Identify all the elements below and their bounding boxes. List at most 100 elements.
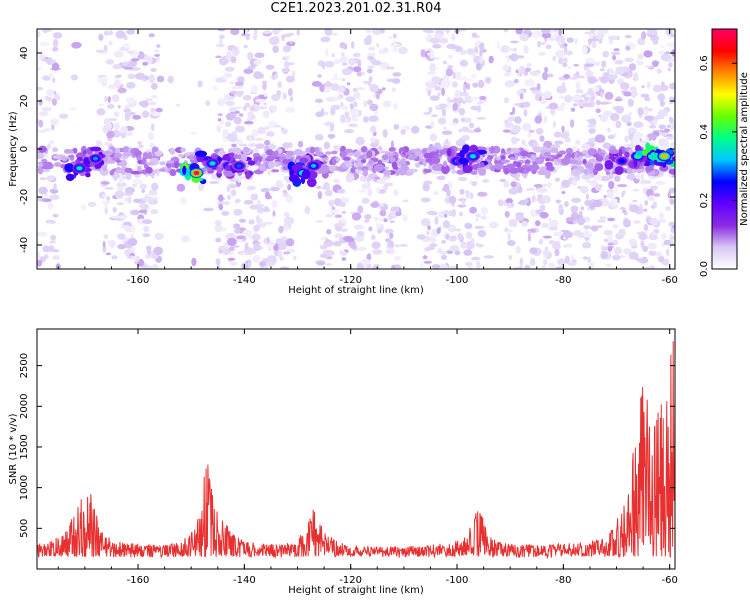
heatmap-cell — [447, 96, 451, 103]
heatmap-cell — [257, 199, 261, 205]
heatmap-peak-cell — [85, 172, 91, 178]
heatmap-cell — [527, 233, 532, 242]
snr-x-axis: -160 -140 -120 -100 -80 -60 — [57, 329, 678, 586]
heatmap-cell — [470, 170, 478, 175]
snr-x-tick-label: -160 — [127, 575, 150, 586]
heatmap-cell — [217, 118, 222, 122]
heatmap-cell — [329, 123, 335, 132]
heatmap-cell — [151, 263, 159, 269]
heatmap-cell — [119, 159, 127, 167]
heatmap-cell — [218, 57, 229, 66]
heatmap-cell — [282, 166, 289, 171]
heatmap-cell — [558, 29, 562, 36]
heatmap-cell — [67, 155, 75, 158]
heatmap-cell — [452, 118, 459, 124]
heatmap-y-tick-label: 40 — [19, 47, 30, 60]
snr-x-tick-label: -140 — [233, 575, 256, 586]
heatmap-peak-cell — [614, 166, 624, 175]
heatmap-cell — [645, 136, 650, 144]
heatmap-cell — [230, 189, 237, 197]
heatmap-cell — [393, 256, 402, 261]
heatmap-peak-cell — [624, 151, 630, 158]
heatmap-cell — [106, 31, 114, 36]
heatmap-cell — [463, 84, 467, 93]
heatmap-cell — [633, 188, 639, 192]
heatmap-cell — [439, 250, 448, 255]
heatmap-cell — [313, 146, 320, 153]
heatmap-cell — [341, 52, 345, 57]
colorbar-tick-label: 0.4 — [699, 124, 710, 140]
heatmap-cell — [325, 238, 329, 242]
heatmap-cell — [98, 103, 104, 107]
heatmap-cell — [558, 95, 564, 100]
heatmap-cell — [622, 248, 632, 255]
heatmap-cell — [548, 102, 558, 110]
heatmap-cell — [600, 251, 608, 260]
heatmap-cell — [37, 67, 42, 71]
heatmap-cell — [281, 128, 288, 135]
heatmap-cell — [591, 96, 595, 102]
heatmap-cell — [582, 158, 587, 165]
heatmap-cell — [215, 55, 222, 59]
heatmap-cell — [400, 163, 408, 169]
heatmap-cell — [556, 85, 567, 94]
heatmap-cell — [430, 234, 437, 238]
heatmap-cell — [151, 198, 158, 203]
heatmap-cell — [234, 228, 241, 234]
heatmap-cell — [660, 233, 667, 240]
heatmap-cell — [646, 81, 651, 90]
heatmap-cell — [243, 120, 254, 125]
heatmap-cell — [159, 168, 166, 172]
heatmap-cell — [612, 239, 619, 246]
heatmap-cell — [606, 74, 618, 80]
heatmap-cell — [379, 209, 387, 217]
heatmap-cell — [39, 42, 50, 47]
heatmap-cell — [593, 174, 603, 181]
heatmap-cell — [562, 62, 568, 68]
heatmap-cell — [561, 179, 571, 189]
heatmap-cell — [340, 114, 346, 123]
heatmap-cell — [589, 33, 594, 39]
heatmap-cell — [53, 183, 57, 191]
heatmap-cell — [317, 74, 322, 78]
heatmap-cell — [541, 32, 552, 39]
heatmap-cell — [647, 29, 658, 36]
heatmap-peak-cell — [635, 144, 642, 152]
heatmap-cell — [367, 188, 373, 197]
heatmap-cell — [547, 181, 552, 189]
heatmap-cell — [488, 55, 494, 64]
heatmap-cell — [563, 57, 568, 64]
heatmap-cell — [389, 220, 395, 224]
heatmap-cell — [503, 167, 509, 175]
heatmap-cell — [508, 188, 519, 195]
heatmap-cell — [178, 153, 185, 158]
heatmap-cell — [123, 43, 130, 49]
heatmap-cell — [144, 75, 149, 80]
heatmap-cell — [429, 51, 435, 59]
heatmap-cell — [259, 166, 265, 171]
heatmap-cell — [462, 100, 466, 104]
heatmap-cell — [255, 98, 266, 103]
heatmap-cell — [612, 224, 619, 229]
heatmap-cell — [176, 183, 186, 192]
heatmap-cell — [141, 157, 146, 165]
heatmap-cell — [249, 106, 256, 112]
heatmap-cell — [504, 227, 509, 232]
heatmap-cell — [504, 97, 509, 104]
heatmap-cell — [574, 152, 579, 157]
heatmap-cell — [475, 242, 480, 247]
heatmap-cell — [606, 190, 614, 199]
heatmap-cell — [117, 233, 126, 240]
heatmap-cell — [366, 150, 373, 159]
heatmap-cell — [517, 67, 526, 75]
heatmap-cell — [218, 101, 225, 106]
heatmap-cell — [330, 83, 340, 92]
heatmap-y-tick-label: -40 — [19, 237, 30, 253]
heatmap-cell — [370, 136, 375, 143]
heatmap-cell — [618, 228, 626, 238]
snr-y-tick-label: 500 — [19, 519, 30, 538]
heatmap-cell — [580, 185, 589, 194]
heatmap-cell — [418, 157, 425, 163]
heatmap-cell — [47, 202, 54, 210]
heatmap-cell — [643, 224, 649, 231]
